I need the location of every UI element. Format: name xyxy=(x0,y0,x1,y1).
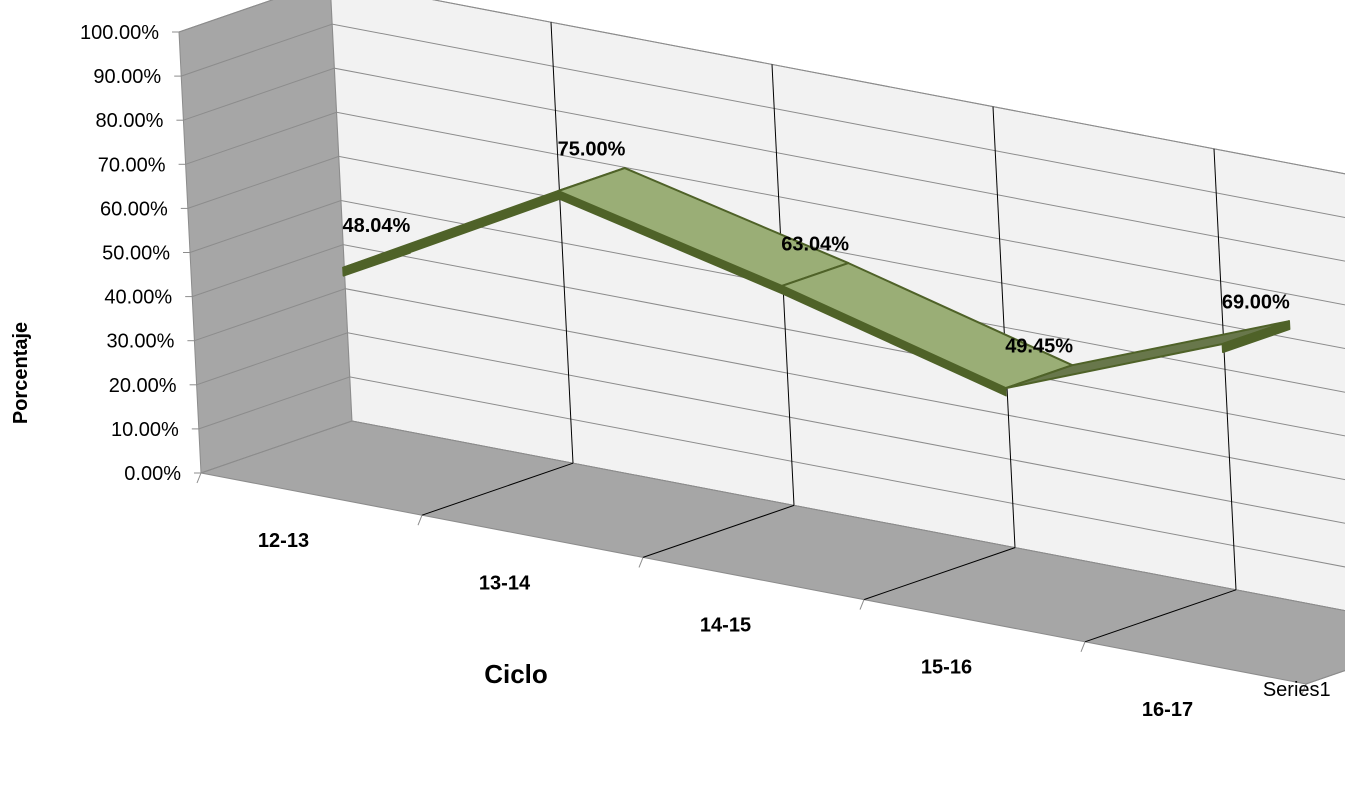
floor-divider xyxy=(421,462,574,516)
depth-axis-line xyxy=(1305,670,1345,685)
chart-labels: 0.00% 10.00% 20.00% 30.00% 40.00% 50.00% 60.00… xyxy=(10,22,1331,721)
gridlines xyxy=(172,0,1345,695)
x-tick-mark xyxy=(196,472,202,484)
x-tick-label: 15-16 xyxy=(921,657,972,679)
x-tick-label: 12-13 xyxy=(258,530,309,552)
y-gridline xyxy=(178,0,1345,175)
x-gridline xyxy=(550,22,574,464)
x-axis-title: Ciclo xyxy=(484,659,548,689)
x-tick-mark xyxy=(859,599,865,610)
y-gridline xyxy=(183,67,1345,262)
x-tick-label: 14-15 xyxy=(700,615,751,637)
y-axis-title: Porcentaje xyxy=(10,322,32,424)
x-tick-mark xyxy=(1080,641,1086,652)
y-tick-label: 60.00% xyxy=(100,198,168,220)
y-tick-label: 40.00% xyxy=(104,287,172,309)
y-tick-label: 80.00% xyxy=(96,110,164,132)
x-tick-mark xyxy=(638,557,644,568)
y-gridline xyxy=(185,111,1345,306)
floor-divider xyxy=(863,547,1016,601)
x-tick-label: 16-17 xyxy=(1142,699,1193,721)
data-label: 75.00% xyxy=(558,139,626,161)
y-gridline xyxy=(181,23,1345,219)
x-tick-mark xyxy=(417,515,423,526)
y-tick-label: 50.00% xyxy=(102,243,170,265)
ribbon-end-cap xyxy=(1221,320,1291,353)
x-tick-label: 13-14 xyxy=(479,572,531,594)
y-gridline xyxy=(198,376,1345,568)
y-tick-label: 20.00% xyxy=(109,375,177,397)
depth-axis-label: Series1 xyxy=(1263,679,1331,701)
y-gridline xyxy=(196,332,1345,524)
floor-divider xyxy=(642,504,795,558)
y-gridline xyxy=(192,244,1345,437)
data-label: 63.04% xyxy=(781,233,849,255)
y-gridline xyxy=(189,199,1345,393)
y-gridline xyxy=(200,420,1345,612)
data-label: 69.00% xyxy=(1222,292,1290,314)
x-gridline xyxy=(992,106,1016,548)
y-gridline xyxy=(187,155,1345,350)
ribbon-series xyxy=(342,167,1291,397)
y-tick-label: 100.00% xyxy=(80,22,159,44)
chart-walls xyxy=(178,0,1345,685)
y-tick-label: 0.00% xyxy=(124,463,181,485)
y-tick-label: 10.00% xyxy=(111,419,179,441)
floor-divider xyxy=(1084,589,1237,643)
ribbon-start-cap xyxy=(342,243,411,277)
data-label: 49.45% xyxy=(1005,336,1073,358)
data-label: 48.04% xyxy=(343,215,411,237)
x-gridline xyxy=(1213,148,1237,590)
y-gridline xyxy=(194,288,1345,481)
y-tick-label: 30.00% xyxy=(107,331,175,353)
y-tick-label: 70.00% xyxy=(98,154,166,176)
x-tick-mark xyxy=(1301,683,1307,695)
y-tick-label: 90.00% xyxy=(93,66,161,88)
